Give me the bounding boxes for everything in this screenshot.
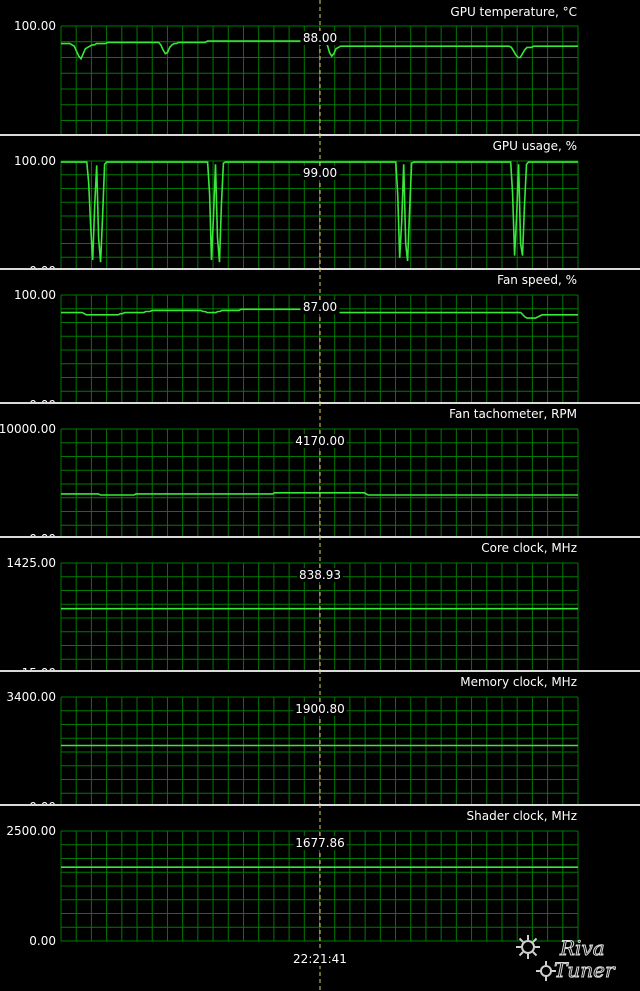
chart-title: GPU usage, % xyxy=(493,139,577,153)
grid xyxy=(60,830,579,942)
grid xyxy=(60,25,579,134)
current-value-label: 87.00 xyxy=(303,300,337,314)
y-top-label: 1425.00 xyxy=(6,556,56,570)
current-value-label: 1677.86 xyxy=(295,836,345,850)
chart-title: Core clock, MHz xyxy=(481,541,577,555)
chart-title: Shader clock, MHz xyxy=(467,809,577,823)
gear-icon xyxy=(516,935,556,981)
current-value-label: 838.93 xyxy=(299,568,341,582)
chart-panel: 2500.00 0.00 Shader clock, MHz 1677.86 22:21… xyxy=(0,804,640,991)
y-top-label: 100.00 xyxy=(14,288,56,302)
time-label-bg xyxy=(290,951,350,966)
y-top-label: 2500.00 xyxy=(6,824,56,838)
current-value-label: 99.00 xyxy=(303,166,337,180)
grid xyxy=(60,428,579,536)
value-label-bg xyxy=(300,31,340,45)
y-bottom-label: 0.00 xyxy=(29,398,56,402)
y-bottom-label: 0.00 xyxy=(29,532,56,536)
value-label-bg xyxy=(293,836,347,850)
y-top-label: 100.00 xyxy=(14,154,56,168)
y-bottom-label: 0.00 xyxy=(29,934,56,948)
value-label-bg xyxy=(293,702,347,716)
chart-title: Fan speed, % xyxy=(497,273,577,287)
y-top-label: 3400.00 xyxy=(6,690,56,704)
chart-title: Memory clock, MHz xyxy=(460,675,577,689)
watermark-line2: Tuner xyxy=(554,958,616,982)
value-label-bg xyxy=(300,300,340,314)
chart-title: GPU temperature, °C xyxy=(450,5,577,19)
rivatuner-watermark: Riva Tuner xyxy=(514,933,632,985)
y-top-label: 100.00 xyxy=(14,19,56,33)
current-value-label: 1900.80 xyxy=(295,702,345,716)
series-line xyxy=(61,492,578,496)
value-label-bg xyxy=(297,568,343,582)
current-value-label: 4170.00 xyxy=(295,434,345,448)
chart-title: Fan tachometer, RPM xyxy=(449,407,577,421)
watermark-line1: Riva xyxy=(559,936,605,960)
chart-svg: 2500.00 0.00 Shader clock, MHz 1677.86 22:21… xyxy=(0,804,640,991)
y-top-label: 10000.00 xyxy=(0,422,56,436)
grid xyxy=(60,160,579,268)
current-value-label: 88.00 xyxy=(303,31,337,45)
y-bottom-label: 0.00 xyxy=(29,264,56,268)
y-bottom-label: 15.00 xyxy=(22,666,56,670)
value-label-bg xyxy=(300,166,340,180)
grid xyxy=(60,696,579,804)
y-bottom-label: 0.00 xyxy=(29,800,56,804)
value-label-bg xyxy=(293,434,347,448)
time-label: 22:21:41 xyxy=(293,952,347,966)
rivatuner-logo: Riva Tuner xyxy=(516,935,616,983)
